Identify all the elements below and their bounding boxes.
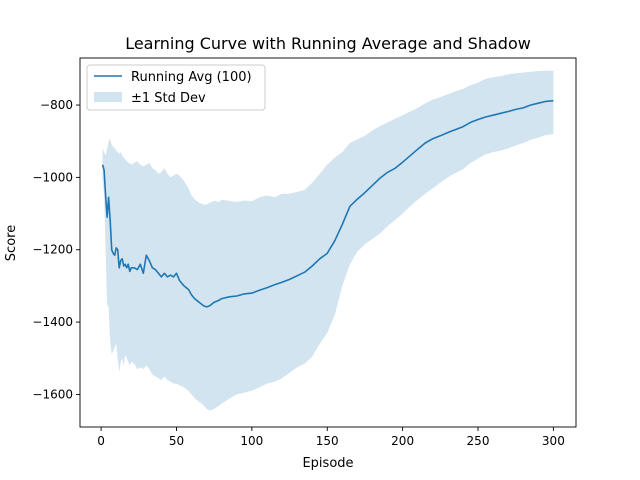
- plot-area: [101, 70, 554, 411]
- x-tick-label: 0: [97, 434, 105, 448]
- y-tick-label: −1600: [32, 387, 73, 401]
- legend-label-std-dev: ±1 Std Dev: [131, 91, 206, 106]
- legend: Running Avg (100) ±1 Std Dev: [86, 64, 266, 111]
- x-tick-label: 100: [240, 434, 263, 448]
- y-tick-label: −1400: [32, 315, 73, 329]
- x-tick-label: 250: [467, 434, 490, 448]
- axes-frame: [79, 57, 577, 428]
- legend-band-swatch: [94, 92, 122, 102]
- x-tick-label: 200: [391, 434, 414, 448]
- x-tick-label: 50: [169, 434, 184, 448]
- x-tick-label: 150: [316, 434, 339, 448]
- y-tick-label: −1000: [32, 170, 73, 184]
- x-axis-label: Episode: [302, 456, 353, 471]
- x-axis-ticks: 0 50 100 150 200 250 300: [97, 427, 565, 448]
- running-average-line: [101, 99, 554, 308]
- legend-label-running-avg: Running Avg (100): [131, 70, 252, 85]
- y-tick-label: −1200: [32, 243, 73, 257]
- y-axis-ticks: −1600 −1400 −1200 −1000 −800: [32, 98, 80, 401]
- legend-box: [86, 64, 266, 111]
- std-dev-band: [102, 70, 554, 411]
- y-axis-label: Score: [4, 225, 19, 261]
- x-tick-label: 300: [542, 434, 565, 448]
- chart-title: Learning Curve with Running Average and …: [125, 34, 531, 53]
- y-tick-label: −800: [40, 98, 73, 112]
